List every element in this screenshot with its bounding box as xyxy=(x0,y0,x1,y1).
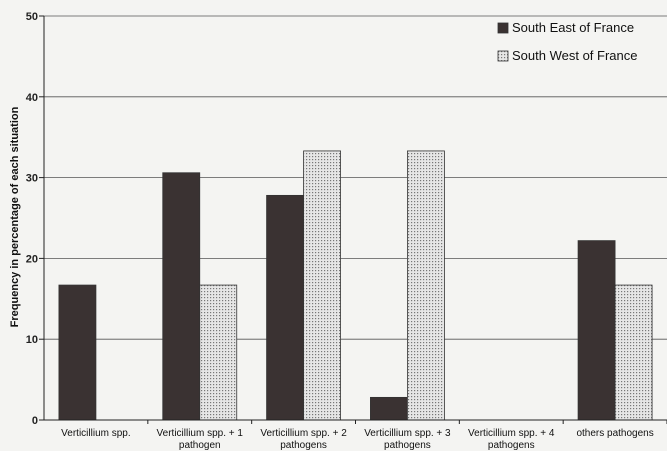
bar-south-west-1 xyxy=(199,284,238,421)
bar-south-east-5 xyxy=(577,240,616,421)
x-tick-label: Verticillium spp. + 4 pathogens xyxy=(468,428,555,451)
x-tick-label: others pathogens xyxy=(576,428,653,439)
legend-swatch xyxy=(497,22,509,34)
bar-south-east-2 xyxy=(266,194,304,421)
x-tick-label-line: others pathogens xyxy=(576,428,653,439)
legend-swatch xyxy=(497,50,509,62)
x-tick-label-line: Verticillium spp. + 4 xyxy=(468,428,555,439)
y-tick-label: 0 xyxy=(32,415,38,427)
x-tick-label-line: pathogen xyxy=(179,440,221,451)
bar-south-east-3 xyxy=(370,396,408,421)
bar-south-east-0 xyxy=(58,284,97,421)
x-tick-label: Verticillium spp. + 1 pathogen xyxy=(157,428,244,451)
x-tick-label: Verticillium spp. + 2 pathogens xyxy=(260,428,347,451)
x-tick-label: Verticillium spp. xyxy=(61,428,130,439)
x-tick-label-line: Verticillium spp. + 1 xyxy=(157,428,244,439)
x-tick-label-line: pathogens xyxy=(280,440,327,451)
x-tick-label-line: Verticillium spp. + 2 xyxy=(260,428,347,439)
y-tick-label: 20 xyxy=(26,253,38,265)
gridlines xyxy=(44,15,667,340)
axes: 0 10 20 30 40 50 Verticillium spp. Verticillium… xyxy=(26,11,667,451)
y-tick-label: 10 xyxy=(26,334,38,346)
y-tick-label: 40 xyxy=(26,92,38,104)
x-tick-label: Verticillium spp. + 3 pathogens xyxy=(364,428,451,451)
x-tick-label-line: pathogens xyxy=(488,440,535,451)
bar-south-west-2 xyxy=(303,150,341,421)
legend-label: South West of France xyxy=(512,48,638,63)
bar-south-east-1 xyxy=(162,172,201,421)
legend-label: South East of France xyxy=(512,20,634,35)
x-tick-label-line: Verticillium spp. + 3 xyxy=(364,428,451,439)
legend: South East of France South West of France xyxy=(497,20,638,63)
bar-south-west-5 xyxy=(614,284,653,421)
y-tick-label: 50 xyxy=(26,11,38,23)
bar-south-west-3 xyxy=(407,150,445,421)
x-tick-label-line: Verticillium spp. xyxy=(61,428,130,439)
bars xyxy=(58,150,653,421)
y-tick-label: 30 xyxy=(26,173,38,185)
x-tick-label-line: pathogens xyxy=(384,440,431,451)
y-axis-title: Frequency in percentage of each situatio… xyxy=(9,106,21,327)
